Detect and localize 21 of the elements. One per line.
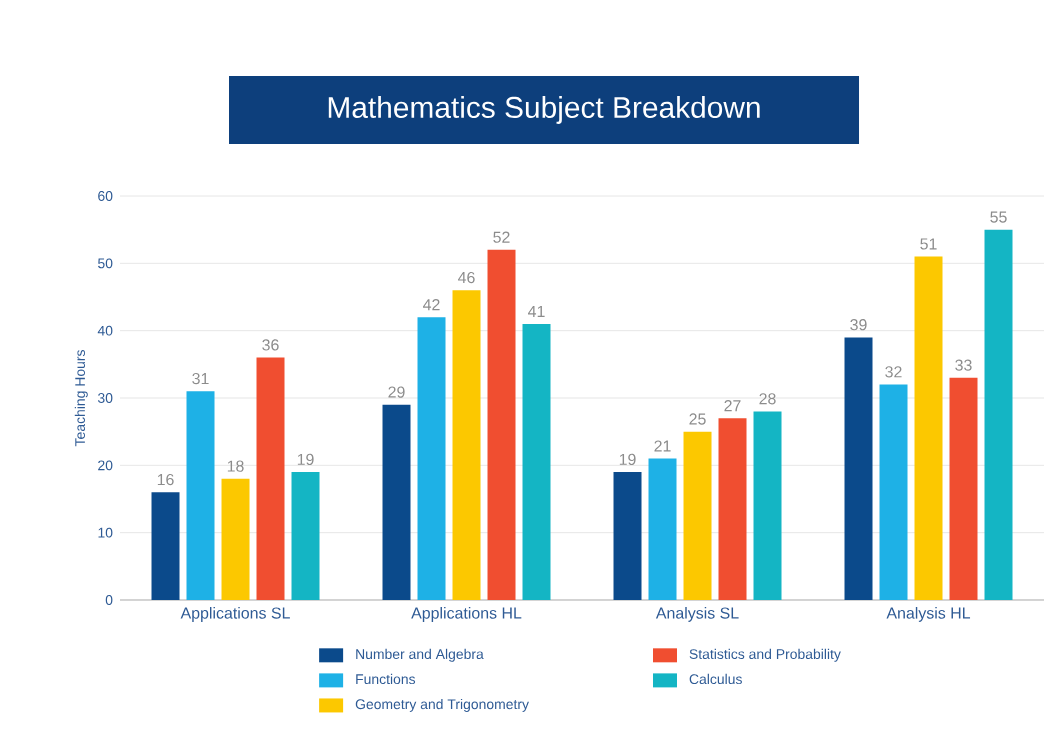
bar (291, 472, 320, 600)
bar (382, 404, 411, 600)
bar (417, 317, 446, 600)
bar (844, 337, 873, 600)
bar (753, 411, 782, 600)
bar (984, 229, 1013, 600)
bar (914, 256, 943, 600)
bar (648, 458, 677, 600)
bar (683, 431, 712, 600)
bar (879, 384, 908, 600)
bar (487, 249, 516, 600)
chart-title: Mathematics Subject Breakdown (328, 96, 760, 124)
bar (522, 323, 551, 600)
bar (256, 357, 285, 600)
bar (718, 418, 747, 600)
bar (613, 472, 642, 600)
bar (452, 290, 481, 600)
bar (186, 391, 215, 600)
bar (151, 492, 180, 600)
bar (221, 478, 250, 600)
bar (949, 377, 978, 600)
